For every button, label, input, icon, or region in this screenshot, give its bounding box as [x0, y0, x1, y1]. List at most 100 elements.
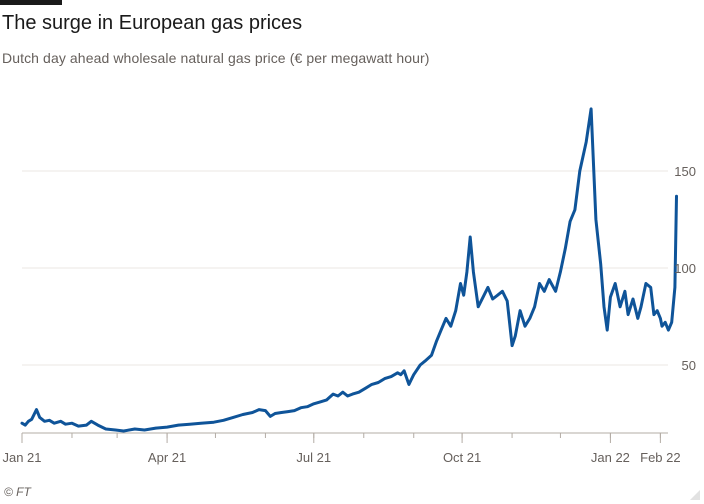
data-point	[27, 420, 30, 423]
data-point	[491, 297, 494, 301]
data-point	[165, 425, 169, 429]
data-point	[407, 383, 411, 386]
data-point	[675, 195, 678, 198]
data-point	[589, 107, 593, 111]
grid-layer	[22, 170, 668, 366]
data-point	[564, 247, 567, 250]
data-point	[20, 422, 24, 425]
data-point	[154, 426, 157, 430]
data-point	[133, 427, 136, 431]
data-point	[639, 305, 643, 308]
data-point	[481, 295, 485, 299]
data-point	[251, 411, 254, 414]
data-point	[96, 423, 100, 427]
data-point	[659, 317, 662, 320]
data-point	[614, 282, 617, 285]
data-point	[341, 391, 344, 394]
data-point	[364, 387, 367, 390]
data-point	[652, 313, 656, 316]
data-point	[232, 416, 235, 419]
data-point	[486, 286, 490, 289]
data-point	[331, 392, 335, 396]
data-point	[64, 423, 67, 426]
data-point	[506, 299, 509, 303]
data-point	[472, 270, 475, 274]
data-point	[626, 313, 630, 316]
data-point	[222, 419, 225, 422]
x-tick-label-Jan 22: Jan 22	[591, 450, 630, 465]
data-point	[85, 423, 88, 427]
data-point	[670, 321, 673, 324]
data-point	[462, 294, 465, 297]
data-point	[90, 420, 93, 423]
data-point	[53, 422, 56, 425]
top-rule	[0, 0, 62, 5]
data-point	[104, 427, 108, 431]
data-point	[631, 297, 635, 301]
data-point	[501, 290, 504, 293]
y-tick-label-100: 100	[674, 261, 696, 276]
data-point	[606, 328, 609, 332]
data-point	[548, 278, 551, 281]
data-point	[396, 371, 399, 374]
data-point	[346, 394, 349, 398]
data-point	[459, 282, 462, 285]
data-point	[514, 334, 517, 338]
data-point	[430, 354, 433, 357]
x-tick-label-Oct 21: Oct 21	[443, 450, 481, 465]
data-point	[594, 218, 598, 221]
data-point	[390, 375, 393, 378]
data-point	[510, 344, 514, 347]
data-point	[357, 391, 361, 394]
data-point	[241, 413, 245, 416]
data-point	[623, 290, 627, 293]
data-point	[444, 317, 448, 320]
data-point	[528, 317, 531, 320]
data-point	[43, 420, 46, 423]
data-point	[573, 208, 577, 211]
data-point	[325, 398, 328, 402]
y-tick-label-150: 150	[674, 164, 696, 179]
chart-subtitle: Dutch day ahead wholesale natural gas pr…	[2, 50, 430, 66]
data-point	[673, 286, 677, 289]
data-point	[188, 423, 191, 426]
data-point	[454, 309, 457, 312]
data-point	[48, 419, 51, 422]
data-point	[585, 140, 588, 144]
data-point	[419, 363, 422, 367]
data-point	[306, 405, 309, 408]
data-point	[599, 262, 602, 266]
data-point	[286, 410, 290, 413]
data-point	[293, 409, 296, 412]
data-point	[199, 422, 203, 425]
data-point	[30, 418, 33, 421]
data-point	[77, 424, 80, 428]
data-point	[636, 317, 639, 320]
source-note: © FT	[4, 485, 31, 499]
data-point	[449, 325, 452, 328]
data-point	[35, 408, 38, 411]
data-point	[656, 309, 659, 312]
x-tick-label-Feb 22: Feb 22	[640, 450, 680, 465]
data-point	[351, 392, 354, 396]
data-point	[273, 412, 277, 415]
data-point	[533, 305, 536, 308]
data-point	[122, 429, 125, 433]
data-point	[477, 305, 480, 308]
data-point	[280, 411, 283, 414]
data-point	[212, 421, 215, 424]
data-point	[257, 408, 261, 411]
series-layer	[20, 107, 678, 433]
data-point	[312, 402, 315, 405]
data-point	[609, 295, 612, 299]
data-point	[618, 305, 622, 308]
data-point	[578, 169, 581, 173]
data-point	[538, 282, 541, 285]
data-point	[469, 235, 472, 239]
data-point	[543, 290, 546, 293]
data-point	[377, 381, 380, 384]
data-point	[465, 270, 469, 274]
data-point	[383, 377, 386, 380]
data-point	[269, 415, 272, 418]
